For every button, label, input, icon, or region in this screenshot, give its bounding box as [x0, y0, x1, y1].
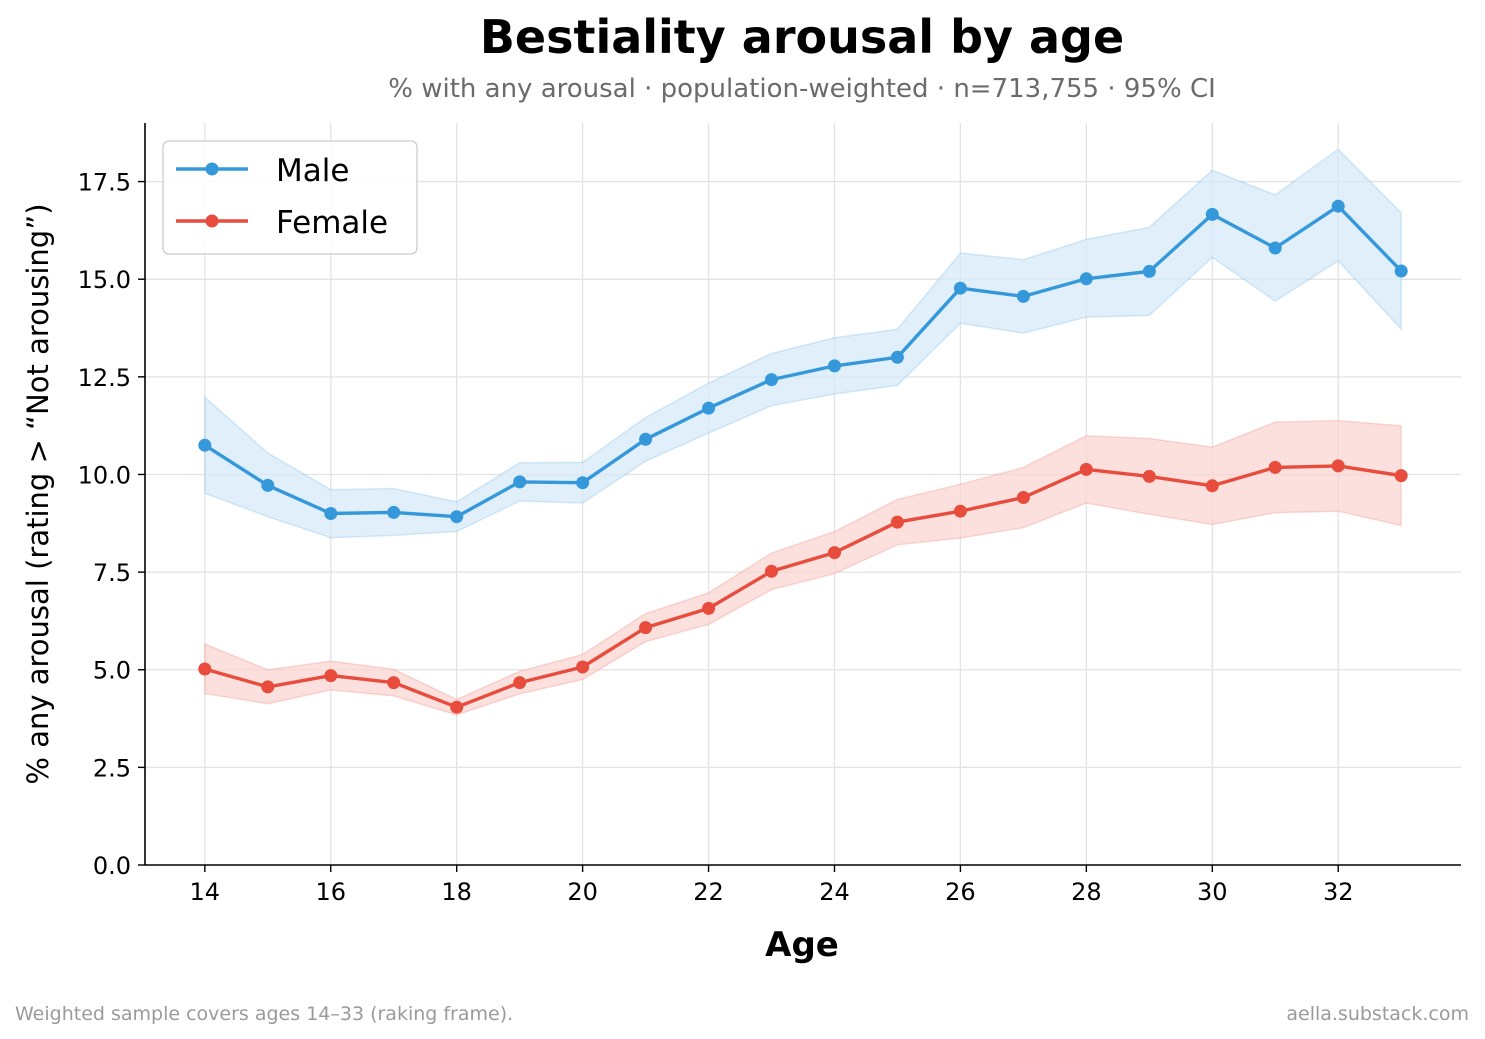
y-tick-label: 15.0 — [78, 266, 131, 294]
y-ticks: 0.0 2.5 5.0 7.5 10.0 12.5 15.0 17.5 — [78, 169, 145, 880]
series-line-female — [204, 464, 1402, 709]
data-point-male — [261, 478, 275, 492]
y-axis-label: % any arousal (rating > “Not arousing”) — [21, 203, 55, 784]
y-tick-label: 17.5 — [78, 169, 131, 197]
data-point-female — [1142, 469, 1156, 483]
data-point-male — [702, 401, 716, 415]
data-point-male — [1016, 289, 1030, 303]
data-point-male — [198, 438, 212, 452]
data-point-male — [450, 510, 464, 524]
data-point-male — [765, 373, 778, 387]
x-tick-label: 32 — [1323, 878, 1354, 906]
legend-marker-male — [205, 162, 219, 176]
chart-subtitle: % with any arousal · population-weighted… — [388, 74, 1216, 104]
data-point-male — [828, 359, 841, 373]
x-tick-label: 24 — [819, 878, 850, 906]
data-point-female — [387, 676, 401, 690]
x-tick-label: 16 — [315, 878, 346, 906]
y-tick-label: 10.0 — [78, 461, 131, 489]
series-lines — [203, 204, 1403, 709]
data-point-female — [324, 669, 338, 683]
data-point-female — [765, 564, 778, 578]
data-point-female — [953, 504, 967, 518]
legend-label-male: Male — [276, 153, 349, 189]
data-point-male — [1079, 272, 1093, 286]
data-point-male — [1268, 241, 1282, 255]
data-point-female — [639, 621, 653, 635]
data-point-male — [1394, 264, 1408, 278]
footer-source: aella.substack.com — [1286, 1003, 1469, 1025]
series-line-male — [203, 204, 1403, 519]
chart-title: Bestiality arousal by age — [480, 10, 1124, 64]
x-tick-label: 18 — [441, 878, 472, 906]
confidence-bands — [204, 148, 1402, 716]
data-point-male — [890, 350, 904, 364]
x-tick-label: 26 — [945, 878, 976, 906]
x-ticks: 14 16 18 20 22 24 26 28 30 32 — [190, 865, 1354, 906]
x-tick-label: 28 — [1071, 878, 1102, 906]
y-tick-label: 5.0 — [93, 657, 131, 685]
y-tick-label: 2.5 — [93, 754, 131, 782]
data-point-male — [1331, 199, 1345, 213]
footer-note: Weighted sample covers ages 14–33 (rakin… — [15, 1003, 513, 1025]
x-tick-label: 14 — [190, 878, 221, 906]
data-point-female — [513, 676, 527, 690]
data-point-female — [1016, 491, 1030, 504]
data-point-male — [1142, 264, 1156, 278]
y-tick-label: 0.0 — [93, 852, 131, 880]
ci-band-male — [204, 148, 1402, 539]
data-points — [198, 199, 1408, 714]
data-point-female — [1205, 479, 1219, 493]
data-point-female — [261, 680, 275, 694]
legend-label-female: Female — [276, 205, 388, 241]
y-tick-label: 7.5 — [93, 559, 131, 587]
ci-band-female — [204, 419, 1402, 716]
data-point-female — [890, 515, 904, 529]
data-point-female — [576, 660, 590, 674]
data-point-female — [450, 700, 464, 714]
data-point-male — [639, 432, 653, 446]
legend-marker-female — [205, 214, 219, 228]
data-point-female — [1268, 460, 1282, 474]
data-point-male — [953, 281, 967, 295]
data-point-male — [324, 507, 338, 520]
data-point-female — [1331, 459, 1345, 473]
y-tick-label: 12.5 — [78, 364, 131, 392]
data-point-female — [1079, 462, 1093, 476]
data-point-male — [1205, 207, 1219, 221]
data-point-female — [198, 662, 212, 676]
x-axis-label: Age — [765, 925, 839, 965]
legend: Male Female — [162, 140, 418, 255]
x-tick-label: 20 — [567, 878, 598, 906]
data-point-female — [702, 601, 716, 615]
data-point-female — [1394, 469, 1408, 483]
x-tick-label: 30 — [1197, 878, 1228, 906]
data-point-male — [513, 475, 527, 489]
data-point-male — [576, 476, 590, 490]
data-point-female — [828, 546, 841, 560]
x-tick-label: 22 — [693, 878, 724, 906]
data-point-male — [387, 505, 401, 519]
